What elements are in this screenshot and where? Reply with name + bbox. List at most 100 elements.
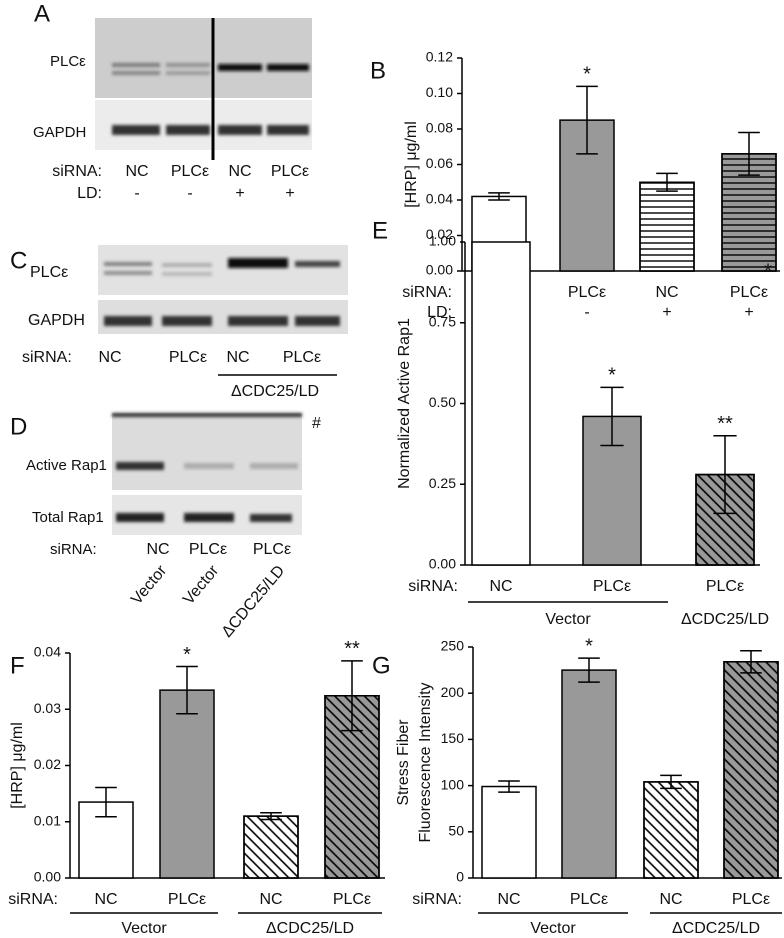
significance: * xyxy=(764,260,772,282)
y-tick-label: 0.00 xyxy=(429,556,456,572)
y-tick-label: 0 xyxy=(456,869,464,885)
group-label: Vector xyxy=(530,920,576,937)
x-tick-label: PLCε xyxy=(593,578,631,595)
band-label: PLCε xyxy=(30,264,68,281)
row-label: siRNA: xyxy=(50,541,97,558)
y-tick-label: 150 xyxy=(441,730,465,746)
error-bar xyxy=(260,812,282,821)
blot-bg xyxy=(98,245,348,295)
lane-label: NC xyxy=(228,163,251,180)
x-tick-label-2: + xyxy=(662,304,671,321)
error-bar xyxy=(740,649,762,674)
x-tick-label: PLCε xyxy=(732,891,770,908)
row-label: siRNA: xyxy=(402,284,452,301)
lane-label: PLCε xyxy=(271,163,309,180)
group-label: ΔCDC25/LD xyxy=(266,920,354,937)
lane-label: NC xyxy=(98,349,121,366)
y-tick-label: 0.02 xyxy=(426,226,453,242)
blot-bg xyxy=(95,18,312,98)
bar-hatch xyxy=(643,781,699,879)
y-tick-label: 0.04 xyxy=(34,644,61,660)
y-axis-label: Fluorescence Intensity xyxy=(417,682,434,842)
group-label: ΔCDC25/LD xyxy=(681,611,769,628)
row-label: LD: xyxy=(77,185,102,202)
panel-label: C xyxy=(10,247,27,274)
x-tick-label: PLCε xyxy=(168,891,206,908)
y-tick-label: 0.01 xyxy=(34,812,61,828)
error-bar xyxy=(713,435,737,515)
lane-label: PLCε xyxy=(283,349,321,366)
x-tick-label: NC xyxy=(259,891,282,908)
panel-label: A xyxy=(34,0,50,27)
y-tick-label: 250 xyxy=(441,638,465,654)
bands xyxy=(112,63,309,135)
y-axis-label: Normalized Active Rap1 xyxy=(396,318,413,489)
row-label: siRNA: xyxy=(22,349,72,366)
panel-label: E xyxy=(372,217,388,244)
bar xyxy=(471,241,531,566)
row-label: LD: xyxy=(427,304,452,321)
lane-label: NC xyxy=(226,349,249,366)
bar xyxy=(561,669,617,879)
panel-label: B xyxy=(370,57,386,84)
row-label: siRNA: xyxy=(8,891,58,908)
y-tick-label: 0.08 xyxy=(426,120,453,136)
x-tick-label: NC xyxy=(659,891,682,908)
band-label: GAPDH xyxy=(33,124,86,141)
lane-label: PLCε xyxy=(169,349,207,366)
lane-label: - xyxy=(134,185,139,202)
significance: ** xyxy=(344,638,360,660)
y-tick-label: 0.75 xyxy=(429,313,456,329)
band-label: PLCε xyxy=(50,53,86,70)
significance: ** xyxy=(717,413,733,435)
blot-bg xyxy=(112,413,302,490)
band-label: Active Rap1 xyxy=(26,457,107,474)
y-tick-label: 0.00 xyxy=(34,869,61,885)
y-tick-label: 0.04 xyxy=(426,191,453,207)
x-tick-label: PLCε xyxy=(706,578,744,595)
error-bar xyxy=(656,172,678,192)
bands xyxy=(112,413,302,522)
group-label: ΔCDC25/LD xyxy=(231,383,319,400)
bar xyxy=(159,689,215,879)
lane-label: + xyxy=(285,185,294,202)
bands xyxy=(104,258,340,326)
x-tick-label: NC xyxy=(94,891,117,908)
error-bar xyxy=(176,665,198,715)
lane-label: PLCε xyxy=(171,163,209,180)
blot-a: A PLCε GAPDH siRNA: NC PLCε NC PLCε LD: … xyxy=(33,0,312,202)
error-bar xyxy=(488,192,510,201)
error-bar xyxy=(576,85,598,155)
y-axis-label: [HRP] μg/ml xyxy=(9,722,26,809)
group-label: Vector xyxy=(121,920,167,937)
y-tick-label: 50 xyxy=(448,823,464,839)
y-tick-label: 0.02 xyxy=(34,756,61,772)
bar xyxy=(481,785,537,879)
error-bar xyxy=(660,774,682,790)
bar-hatch xyxy=(723,661,779,879)
band-label: Total Rap1 xyxy=(32,509,104,526)
lane-label: + xyxy=(235,185,244,202)
y-tick-label: 100 xyxy=(441,776,465,792)
y-tick-label: 0.50 xyxy=(429,394,456,410)
row-label: siRNA: xyxy=(408,578,458,595)
y-tick-label: 0.06 xyxy=(426,155,453,171)
row-label: siRNA: xyxy=(412,891,462,908)
significance: * xyxy=(585,635,593,657)
bar-hatch xyxy=(639,181,695,272)
lane-note: Vector xyxy=(128,562,171,608)
x-tick-label-2: + xyxy=(744,304,753,321)
panel-label: G xyxy=(372,652,391,679)
x-tick-label: NC xyxy=(489,578,512,595)
group-label: Vector xyxy=(545,611,591,628)
lane-note: Vector xyxy=(180,562,223,608)
y-tick-label: 0.10 xyxy=(426,84,453,100)
y-tick-label: 0.00 xyxy=(426,262,453,278)
y-tick-label: 200 xyxy=(441,684,465,700)
error-bar xyxy=(95,786,117,818)
bar-hatch xyxy=(243,815,299,879)
significance: * xyxy=(608,365,616,387)
error-bar xyxy=(600,386,624,447)
y-axis-label: [HRP] μg/ml xyxy=(403,121,420,208)
